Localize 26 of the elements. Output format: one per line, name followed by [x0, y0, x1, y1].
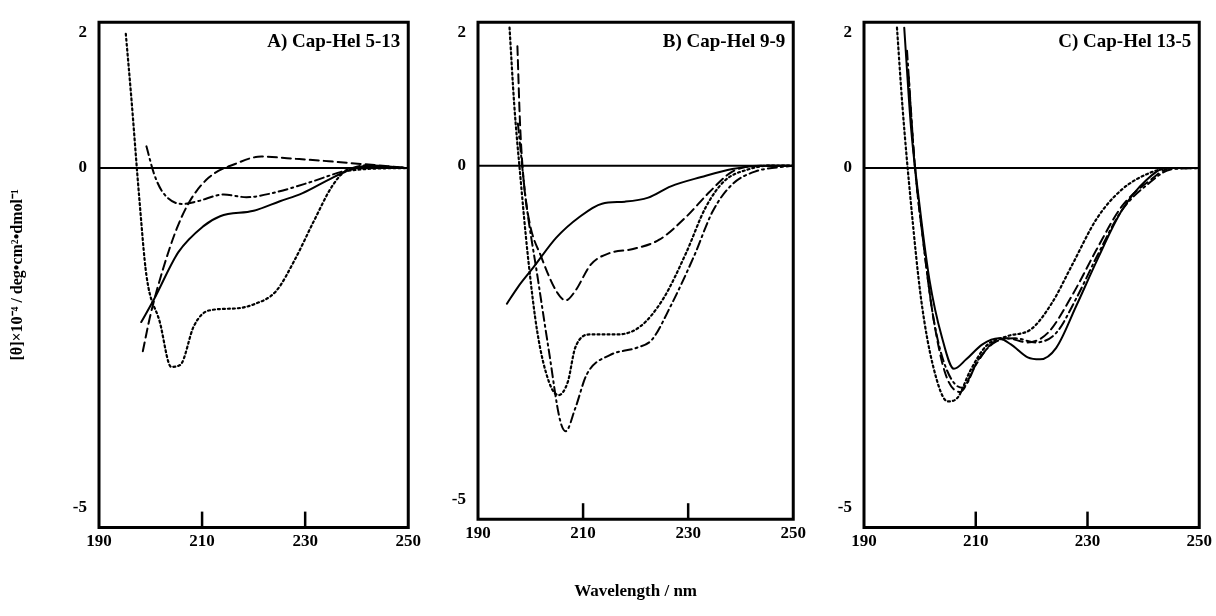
y-tick-label: 0	[843, 157, 852, 177]
x-tick-label: 190	[86, 531, 112, 551]
y-tick-label: 2	[78, 21, 87, 41]
x-tick-label: 210	[189, 531, 215, 551]
x-tick-label: 210	[570, 522, 596, 542]
x-axis-title: Wavelength / nm	[574, 581, 698, 601]
y-tick-label: 2	[843, 21, 852, 41]
y-axis-title: [θ]×10⁻⁴ / deg•cm²•dmol⁻¹	[7, 189, 26, 361]
x-tick-label: 250	[1186, 531, 1212, 551]
y-tick-label: -5	[837, 496, 852, 516]
y-tick-label: 0	[78, 157, 87, 177]
chart-title: A) Cap-Hel 5-13	[267, 29, 401, 52]
y-tick-label: 0	[457, 155, 466, 175]
x-tick-label: 250	[395, 531, 421, 551]
chart-title: C) Cap-Hel 13-5	[1058, 29, 1192, 52]
x-tick-label: 210	[963, 531, 989, 551]
y-tick-label: -5	[72, 496, 87, 516]
y-tick-label: -5	[451, 488, 466, 508]
x-tick-label: 230	[1074, 531, 1101, 551]
x-tick-label: 190	[465, 522, 491, 542]
x-tick-label: 230	[292, 531, 318, 551]
x-tick-label: 190	[851, 531, 877, 551]
y-tick-label: 2	[457, 21, 466, 41]
chart-title: B) Cap-Hel 9-9	[662, 29, 786, 52]
x-tick-label: 250	[780, 522, 806, 542]
x-tick-label: 230	[675, 522, 701, 542]
